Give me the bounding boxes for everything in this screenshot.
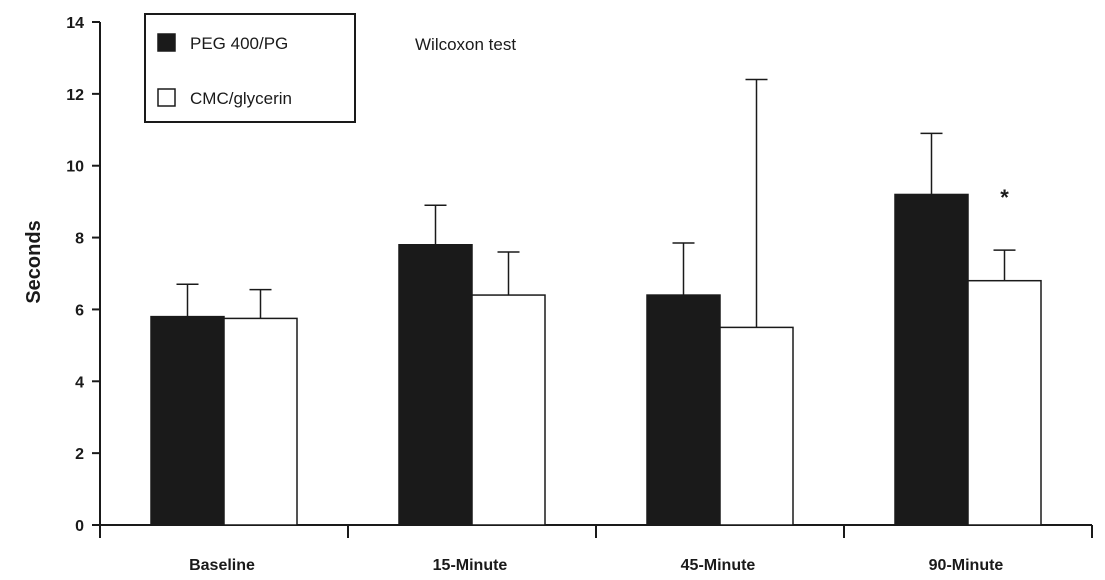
- y-tick-label: 8: [75, 231, 84, 248]
- y-tick-label: 12: [66, 87, 84, 104]
- error-bars-layer: [176, 78, 1016, 328]
- y-tick-label: 6: [75, 302, 84, 319]
- legend-label-peg: PEG 400/PG: [190, 34, 288, 53]
- bar-peg-0: [150, 315, 225, 526]
- bar-peg-3: [894, 193, 969, 526]
- bar-peg-2: [646, 294, 721, 526]
- y-tick-label: 0: [75, 518, 84, 535]
- category-label-3: 90-Minute: [929, 557, 1004, 574]
- legend-swatch-cmc: [157, 88, 176, 107]
- category-labels-layer: Baseline 15-Minute 45-Minute 90-Minute: [189, 557, 1003, 574]
- bar-cmc-0: [223, 317, 298, 526]
- bar-peg-1: [398, 244, 473, 526]
- chart-annotation: Wilcoxon test: [415, 35, 516, 54]
- bar-cmc-2: [719, 326, 794, 526]
- y-tick-label: 14: [66, 15, 84, 32]
- legend-label-cmc: CMC/glycerin: [190, 89, 292, 108]
- bar-cmc-3: [967, 279, 1042, 526]
- legend-box: [144, 13, 356, 123]
- y-tick-label: 2: [75, 446, 84, 463]
- legend-swatch-peg: [157, 33, 176, 52]
- y-axis-title: Seconds: [23, 220, 45, 303]
- y-tick-label: 4: [75, 374, 84, 391]
- significance-marker: *: [1000, 185, 1009, 210]
- category-label-0: Baseline: [189, 557, 255, 574]
- bar-cmc-1: [471, 294, 546, 526]
- y-tick-label: 10: [66, 159, 84, 176]
- y-ticks-layer: 0 2 4 6 8 10 12 14: [66, 15, 100, 535]
- category-label-2: 45-Minute: [681, 557, 756, 574]
- legend: PEG 400/PG CMC/glycerin: [144, 13, 356, 123]
- bars-layer: [150, 193, 1042, 526]
- category-label-1: 15-Minute: [433, 557, 508, 574]
